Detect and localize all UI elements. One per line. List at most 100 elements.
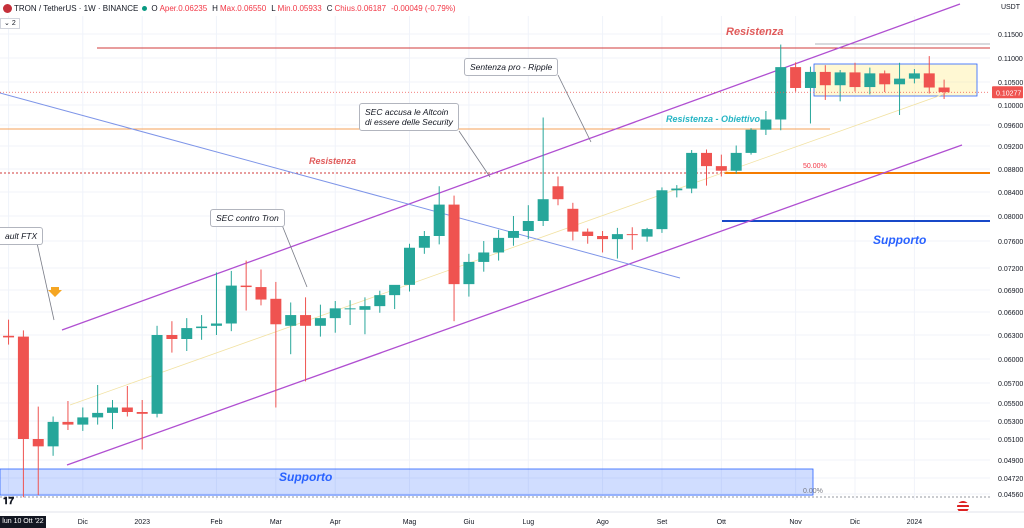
candle-body [255, 287, 267, 300]
callout-ftx: ault FTX [0, 227, 44, 245]
candle-body [671, 188, 683, 191]
channel-upper [61, 3, 961, 331]
candle-body [300, 315, 312, 326]
y-tick-label: 0.11500 [998, 32, 1023, 39]
callout-ftx-leader [36, 242, 55, 321]
y-tick-label: 0.07200 [998, 266, 1023, 273]
support-zone-bottom [0, 468, 814, 496]
indicator-toggle[interactable]: ⌄ 2 [0, 18, 20, 29]
current-price-tag [992, 86, 1023, 99]
callout-sec-altcoin-line1: SEC accusa le Altcoin [365, 107, 449, 117]
candle-body [611, 234, 623, 240]
y-tick-label: 0.08000 [998, 214, 1023, 221]
y-tick-label: 0.08400 [998, 190, 1023, 197]
callout-sec-altcoin-line2: di essere delle Security [365, 117, 453, 127]
x-tick-label: Dic [78, 519, 89, 526]
candle-body [389, 284, 401, 296]
callout-ripple-leader [557, 74, 592, 143]
candle-body [804, 71, 816, 88]
x-tick-label: 2023 [134, 519, 150, 526]
candle-body [359, 306, 371, 310]
y-tick-label: 0.10000 [998, 103, 1023, 110]
y-tick-label: 0.09600 [998, 123, 1023, 130]
chevron-down-icon: ⌄ [4, 20, 10, 27]
x-tick-label: Set [657, 519, 668, 526]
x-tick-label: Mag [403, 519, 417, 526]
x-tick-label: Lug [522, 519, 534, 526]
y-tick-label: 0.05100 [998, 437, 1023, 444]
callout-sec-tron-leader [281, 224, 308, 288]
candle-body [879, 73, 891, 85]
high-value: Max.0.06550 [219, 3, 267, 13]
candle-body [582, 231, 594, 236]
candle-body [626, 234, 638, 236]
y-tick-label: 0.04560 [998, 492, 1023, 499]
candle-body [344, 308, 356, 310]
candle-body [225, 285, 237, 324]
chart-header: TRON / TetherUS · 1W · BINANCE O Aper.0.… [0, 0, 456, 16]
currency-label[interactable]: USDT [1000, 4, 1020, 11]
channel-midline [69, 91, 951, 406]
candle-body [745, 129, 757, 153]
y-tick-label: 0.04900 [998, 458, 1023, 465]
y-tick-label: 0.05500 [998, 401, 1023, 408]
candle-body [849, 72, 861, 88]
candle-body [686, 152, 698, 189]
candle-body [478, 252, 490, 262]
open-label: O [151, 3, 158, 13]
candle-body [864, 73, 876, 88]
y-tick-label: 0.08800 [998, 167, 1023, 174]
open-value: Aper.0.06235 [159, 3, 208, 13]
candle-body [730, 152, 742, 171]
candle-body [537, 199, 549, 221]
y-tick-label: 0.05300 [998, 419, 1023, 426]
x-tick-label: Giu [463, 519, 474, 526]
candle-body [166, 335, 178, 339]
callout-sec-altcoin: SEC accusa le Altcoin di essere delle Se… [359, 103, 459, 131]
y-tick-label: 0.06900 [998, 288, 1023, 295]
low-label: L [271, 3, 276, 13]
candle-body [285, 315, 297, 326]
candle-body [240, 285, 252, 288]
time-axis[interactable]: NovDic2023FebMarAprMagGiuLugAgoSetOttNov… [0, 511, 1024, 528]
flag-icon[interactable] [957, 501, 969, 513]
y-tick-label: 0.07600 [998, 239, 1023, 246]
zones [0, 63, 978, 496]
fib-0-label: 0.00% [803, 488, 823, 495]
candle-body [329, 308, 341, 319]
status-dot [142, 5, 148, 11]
channel-lower [66, 144, 963, 466]
candle-body [938, 87, 950, 93]
supporto-bottom-label: Supporto [279, 470, 333, 484]
resistenza-obiettivo-label: Resistenza - Obiettivo [666, 114, 761, 124]
candle-body [3, 335, 15, 338]
high-label: H [212, 3, 218, 13]
symbol-title[interactable]: TRON / TetherUS · 1W · BINANCE [14, 3, 139, 13]
y-tick-label: 0.05700 [998, 381, 1023, 388]
date-badge-text: lun 10 Ott '22 [2, 518, 44, 525]
indicator-count: 2 [11, 20, 16, 27]
tradingview-logo[interactable]: 𝟏𝟕 [3, 496, 15, 507]
candle-body [507, 231, 519, 238]
candle-body [151, 335, 163, 414]
symbol-icon[interactable] [3, 3, 12, 13]
candle-body [522, 221, 534, 231]
x-tick-label: Nov [789, 519, 802, 526]
candle-body [181, 328, 193, 339]
callout-sec-tron-text: SEC contro Tron [216, 213, 279, 223]
x-tick-label: 2024 [907, 519, 923, 526]
candle-body [597, 236, 609, 240]
y-tick-label: 0.11000 [998, 56, 1023, 63]
candle-body [17, 336, 29, 439]
candle-body [47, 421, 59, 447]
y-tick-label: 0.06300 [998, 333, 1023, 340]
x-tick-label: Apr [330, 519, 342, 526]
x-tick-label: Mar [270, 519, 283, 526]
callout-sec-tron: SEC contro Tron [210, 209, 285, 227]
price-axis[interactable]: 0.11500 0.11000 0.10500 0.10000 0.09600 0.092… [990, 0, 1024, 528]
candle-body [923, 73, 935, 88]
x-tick-label: Ago [596, 519, 609, 526]
candle-body [552, 186, 564, 200]
change-value: -0.00049 (-0.79%) [391, 3, 456, 13]
